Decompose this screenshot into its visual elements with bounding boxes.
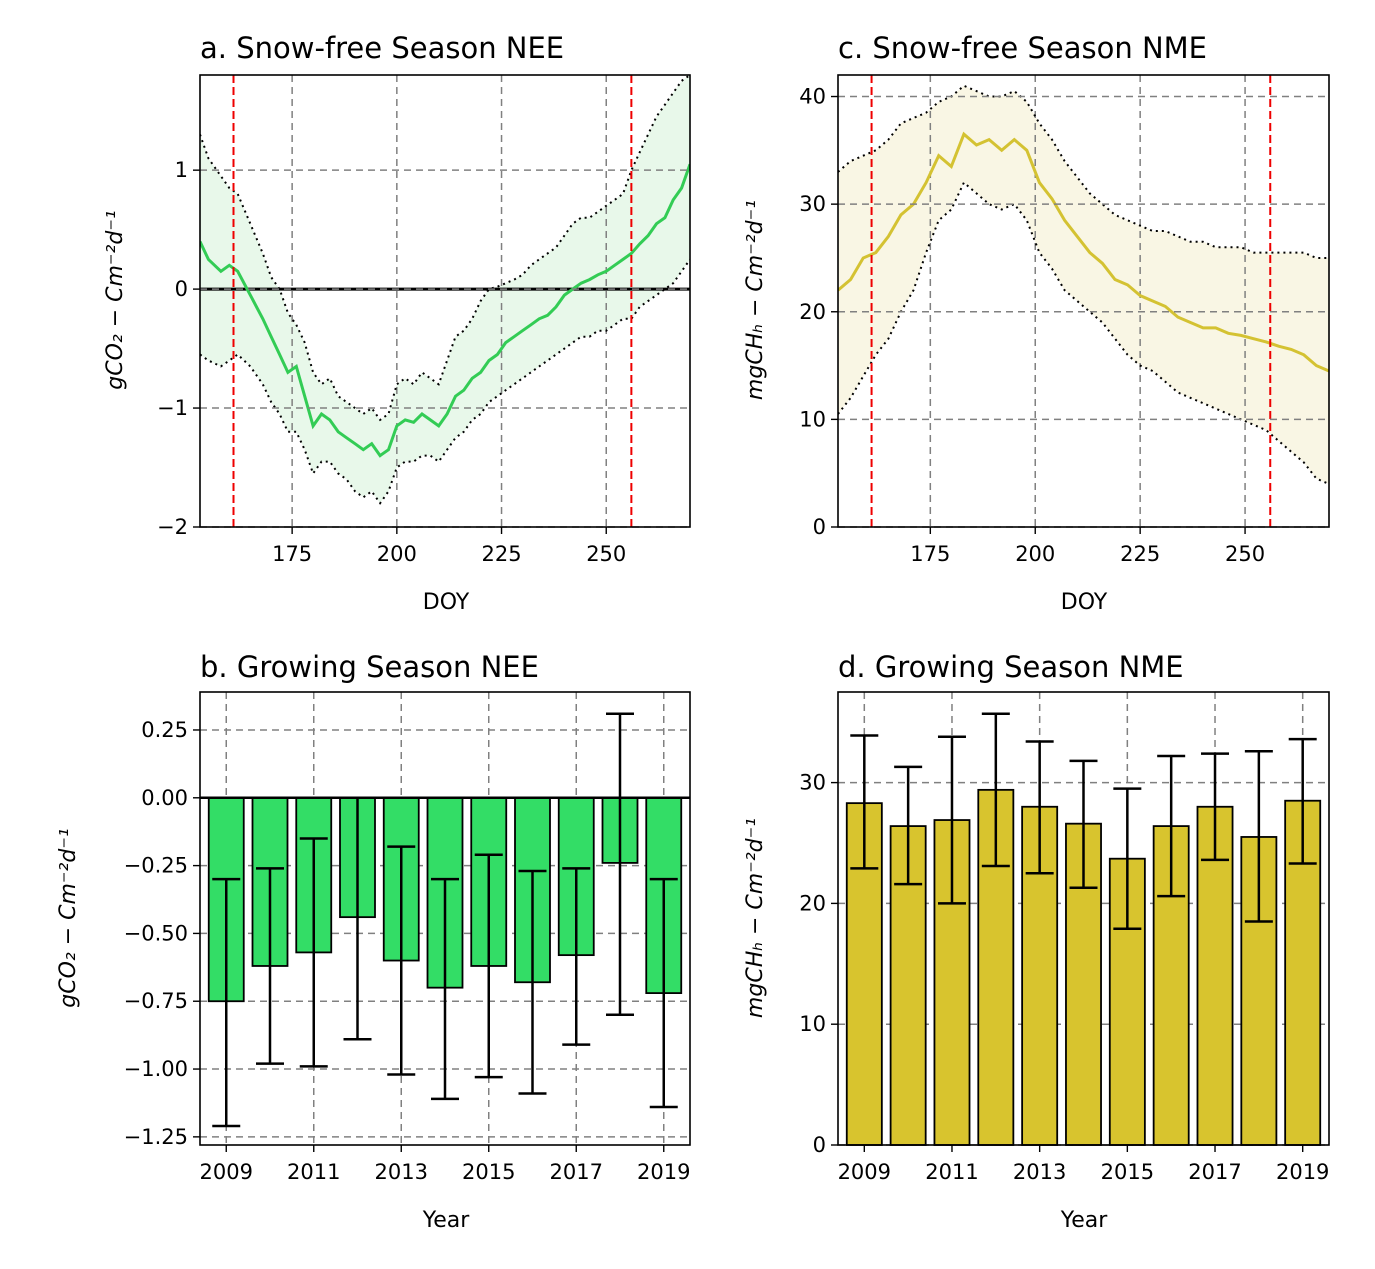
panel-b-xtick-label: 2019 [637,1160,690,1184]
panel-b-plot-area: −1.25 −1.00 −0.75 −0.50 −0.25 0.00 0.25 2009 201… [124,691,691,1184]
panel-b-xlabel: Year [422,1208,471,1233]
panel-a-xtick-label: 175 [272,542,312,566]
panel-d-ytick-label: 30 [799,771,826,795]
panel-a-ylabel: gCO₂ − Cm⁻²d⁻¹ [103,210,128,390]
panel-a-ytick-label: −1 [157,396,188,420]
panel-c-plot-area: 0 10 20 30 40 175 200 225 250 [799,74,1330,566]
panel-b-ytick-label: 0.25 [141,718,188,742]
panel-b-title: b. Growing Season NEE [200,650,539,684]
panel-c-ylabel: mgCHₕ − Cm⁻²d⁻¹ [743,200,768,400]
panel-a-ytick-label: −2 [157,515,188,539]
panel-d-xtick-label: 2009 [838,1160,891,1184]
panel-b-frame [199,691,691,1146]
panel-b: b. Growing Season NEE −1.25 −1.00 −0.75 −0.… [56,650,691,1233]
panel-c-title: c. Snow-free Season NME [838,31,1207,65]
panel-b-xtick-label: 2011 [287,1160,340,1184]
panel-c-ytick-label: 30 [799,192,826,216]
panel-c-uncertainty-band [838,85,1329,485]
panel-b-ytick-label: −0.50 [124,921,188,945]
panel-d-xlabel: Year [1060,1208,1109,1233]
panel-c-mean-line [838,131,1329,373]
panel-a-plot-area: −2 −1 0 1 175 200 225 250 [157,74,691,566]
panel-b-xtick-label: 2013 [375,1160,428,1184]
panel-a-ytick-label: 1 [175,158,188,182]
panel-a-uncertainty-band [200,75,690,504]
panel-b-ytick-label: −0.25 [124,854,188,878]
panel-c: c. Snow-free Season NME 0 10 20 30 40 175 200 2… [743,31,1330,615]
panel-b-xtick-label: 2015 [462,1160,515,1184]
panel-d-frame [837,691,1330,1146]
panel-b-ylabel: gCO₂ − Cm⁻²d⁻¹ [56,828,81,1008]
panel-d-ytick-label: 0 [813,1133,826,1157]
panel-d-xtick-label: 2017 [1188,1160,1241,1184]
panel-d-ytick-label: 10 [799,1012,826,1036]
panel-a: a. Snow-free Season NEE −2 −1 0 1 175 200 225 2… [103,31,691,615]
panel-c-xlabel: DOY [1061,590,1108,615]
panel-a-ytick-label: 0 [175,277,188,301]
panel-b-ytick-label: 0.00 [141,786,188,810]
panel-d: d. Growing Season NME 0 10 20 30 2009 2011 201… [743,650,1330,1233]
panel-a-mean-line [200,163,690,458]
panel-b-xtick-label: 2017 [550,1160,603,1184]
panel-d-ytick-label: 20 [799,891,826,915]
panel-b-ytick-label: −0.75 [124,989,188,1013]
panel-a-title: a. Snow-free Season NEE [200,31,564,65]
panel-c-ytick-label: 0 [813,515,826,539]
panel-d-xtick-label: 2013 [1013,1160,1066,1184]
panel-c-ytick-label: 40 [799,85,826,109]
panel-c-xtick-label: 250 [1225,542,1265,566]
panel-b-ytick-label: −1.00 [124,1057,188,1081]
panel-d-ylabel: mgCHₕ − Cm⁻²d⁻¹ [743,818,768,1018]
panel-a-xtick-label: 200 [377,542,417,566]
panel-c-ytick-label: 10 [799,407,826,431]
panel-c-xtick-label: 200 [1015,542,1055,566]
panel-d-xtick-label: 2015 [1101,1160,1154,1184]
panel-d-plot-area: 0 10 20 30 2009 2011 2013 2015 2017 2019 [799,691,1330,1184]
panel-c-xtick-label: 225 [1120,542,1160,566]
panel-a-xtick-label: 250 [586,542,626,566]
panel-d-xtick-label: 2011 [925,1160,978,1184]
panel-a-upper-bound-line [200,75,690,422]
panel-c-frame [837,74,1330,528]
panel-c-ytick-label: 20 [799,300,826,324]
panel-a-xtick-label: 225 [481,542,521,566]
panel-d-bar-2017 [1196,805,1234,1146]
panel-a-series-layer [200,75,690,527]
panel-c-series-layer [838,75,1329,527]
panel-a-lower-bound-line [200,258,690,505]
panel-b-xtick-label: 2009 [200,1160,253,1184]
panel-c-xtick-label: 175 [910,542,950,566]
panel-b-ytick-label: −1.25 [124,1125,188,1149]
panel-d-title: d. Growing Season NME [838,650,1184,684]
panel-a-frame [199,74,691,528]
panel-d-xtick-label: 2019 [1276,1160,1329,1184]
panel-a-xlabel: DOY [423,590,470,615]
